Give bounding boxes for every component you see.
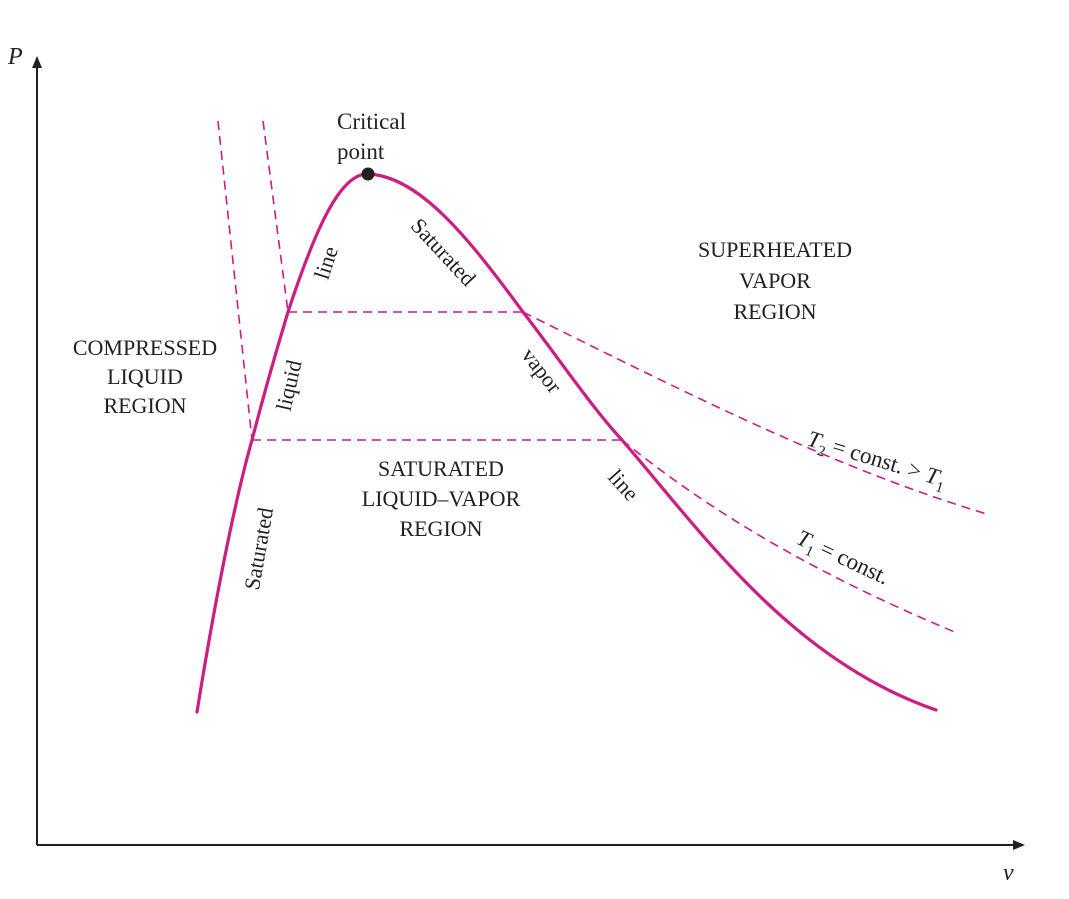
isotherm-t1-vapor-segment: [621, 439, 958, 634]
isotherm-t2: [262, 120, 991, 516]
isotherm-t2-label: T2 = const. > T1: [803, 426, 949, 497]
superheated-region-line2: VAPOR: [739, 268, 811, 293]
saturated-mixture-region-label: SATURATED LIQUID–VAPOR REGION: [362, 456, 521, 541]
isotherm-t1: [217, 120, 958, 634]
compressed-region-line2: LIQUID: [107, 364, 183, 389]
superheated-vapor-region-label: SUPERHEATED VAPOR REGION: [698, 237, 852, 324]
saturated-region-line1: SATURATED: [378, 456, 504, 481]
compressed-liquid-region-label: COMPRESSED LIQUID REGION: [73, 335, 217, 418]
saturation-dome-curve: [195, 172, 938, 714]
superheated-region-line3: REGION: [733, 299, 816, 324]
y-axis-label: P: [7, 44, 23, 70]
superheated-region-line1: SUPERHEATED: [698, 237, 852, 262]
saturated-liquid-label-word3: line: [309, 243, 343, 282]
critical-point-label-line2: point: [337, 139, 385, 164]
saturated-region-line2: LIQUID–VAPOR: [362, 486, 521, 511]
saturated-region-line3: REGION: [399, 516, 482, 541]
saturated-liquid-label-word2: liquid: [271, 357, 307, 413]
x-axis-label: v: [1003, 860, 1014, 886]
saturated-vapor-label-word1: Saturated: [406, 213, 481, 291]
isotherm-t1-liquid-segment: [217, 120, 253, 441]
isotherm-t1-label: T1 = const.: [791, 525, 893, 594]
saturated-liquid-label-word1: Saturated: [239, 506, 278, 592]
saturated-vapor-label-word2: vapor: [517, 343, 568, 398]
isotherm-t2-vapor-segment: [522, 311, 991, 516]
compressed-region-line3: REGION: [103, 393, 186, 418]
critical-point-label-line1: Critical: [337, 109, 406, 134]
saturated-vapor-label-word3: line: [603, 464, 644, 505]
isotherm-t2-liquid-segment: [262, 120, 289, 313]
critical-point-marker: [361, 167, 375, 181]
compressed-region-line1: COMPRESSED: [73, 335, 217, 360]
